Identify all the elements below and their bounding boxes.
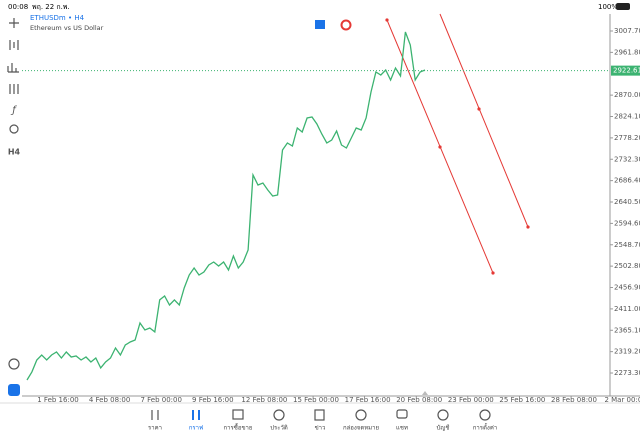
nav-label[interactable]: การซื้อขาย	[224, 422, 253, 432]
y-tick-label: 2365.10	[614, 326, 640, 334]
trade-button[interactable]	[8, 384, 20, 396]
y-tick-label: 2273.30	[614, 369, 640, 377]
y-tick-label: 2961.80	[614, 48, 640, 56]
trend-point[interactable]	[438, 145, 442, 149]
x-tick-label: 17 Feb 16:00	[345, 396, 391, 404]
x-tick-label: 1 Feb 16:00	[37, 396, 78, 404]
y-tick-label: 2778.20	[614, 134, 640, 142]
y-tick-label: 2548.70	[614, 241, 640, 249]
x-tick-label: 28 Feb 08:00	[551, 396, 597, 404]
nav-icon	[479, 409, 491, 421]
status-time: 00:08	[8, 3, 28, 11]
sync-icon[interactable]	[340, 19, 352, 31]
indicators-tool[interactable]	[7, 63, 19, 73]
nav-icon	[273, 409, 285, 421]
nav-label[interactable]: ประวัติ	[270, 425, 288, 432]
y-tick-label: 2411.00	[614, 305, 640, 313]
trend-point[interactable]	[526, 225, 530, 229]
x-tick-label: 9 Feb 16:00	[192, 396, 233, 404]
nav-label[interactable]: กล่องจดหมาย	[343, 425, 379, 432]
price-line	[26, 31, 426, 381]
function-tool[interactable]: ƒ	[10, 105, 17, 116]
y-tick-label: 2319.20	[614, 348, 640, 356]
battery-icon	[616, 3, 630, 10]
timeframe-button[interactable]: H4	[8, 148, 21, 157]
trend-lines	[385, 13, 530, 275]
nav-label[interactable]: กราฟ	[189, 425, 203, 432]
nav-label[interactable]: ราคา	[148, 425, 162, 432]
trend-point[interactable]	[491, 271, 495, 275]
y-tick-label: 2594.60	[614, 219, 640, 227]
y-tick-label: 2686.40	[614, 177, 640, 185]
battery-level: 100%	[598, 3, 618, 11]
x-tick-label: 15 Feb 00:00	[293, 396, 339, 404]
nav-icon	[396, 409, 408, 419]
x-tick-label: 12 Feb 08:00	[241, 396, 287, 404]
x-tick-label: 23 Feb 00:00	[448, 396, 494, 404]
x-tick-label: 2 Mar 00:00	[604, 396, 640, 404]
left-toolbar: ƒ H4	[7, 18, 21, 396]
y-tick-label: 2502.80	[614, 262, 640, 270]
nav-label[interactable]: แชท	[396, 425, 408, 432]
trend-point[interactable]	[385, 18, 389, 22]
status-date: พฤ. 22 ก.พ.	[32, 3, 70, 11]
x-tick-label: 7 Feb 00:00	[140, 396, 181, 404]
y-tick-label: 2870.00	[614, 91, 640, 99]
nav-label[interactable]: ข่าว	[315, 425, 326, 432]
bottom-nav: ราคา กราฟ การซื้อขาย ประวัติ ข่าว กล่องจ…	[148, 409, 497, 432]
shift-marker[interactable]	[422, 391, 428, 395]
market-watch-tool[interactable]	[8, 358, 20, 370]
trend-point[interactable]	[477, 107, 481, 111]
nav-icon	[314, 409, 325, 421]
y-tick-label: 2732.30	[614, 155, 640, 163]
x-tick-label: 25 Feb 16:00	[499, 396, 545, 404]
x-tick-label: 20 Feb 08:00	[396, 396, 442, 404]
symbol-description: Ethereum vs US Dollar	[30, 24, 104, 32]
nav-label[interactable]: บัญชี	[437, 424, 450, 432]
chart-type-tool[interactable]	[9, 40, 19, 50]
current-price-box	[611, 65, 640, 76]
y-tick-label: 3007.70	[614, 27, 640, 35]
nav-icon	[192, 410, 200, 420]
crosshair-tool[interactable]	[9, 18, 19, 28]
x-tick-label: 4 Feb 08:00	[89, 396, 130, 404]
y-tick-label: 2456.90	[614, 284, 640, 292]
symbol-name[interactable]: ETHUSDm • H4	[30, 14, 85, 22]
nav-icon	[151, 410, 159, 420]
trend-line[interactable]	[439, 13, 529, 228]
y-tick-label: 2824.10	[614, 113, 640, 121]
nav-icon	[232, 409, 244, 420]
objects-tool[interactable]	[9, 124, 19, 134]
nav-label[interactable]: การตั้งค่า	[473, 422, 497, 432]
current-price-label: 2922.61	[613, 67, 640, 75]
nav-icon	[355, 409, 367, 421]
settings-tool[interactable]	[9, 84, 19, 94]
nav-icon	[437, 409, 449, 421]
y-tick-label: 2640.50	[614, 198, 640, 206]
one-click-icon[interactable]	[315, 20, 325, 29]
